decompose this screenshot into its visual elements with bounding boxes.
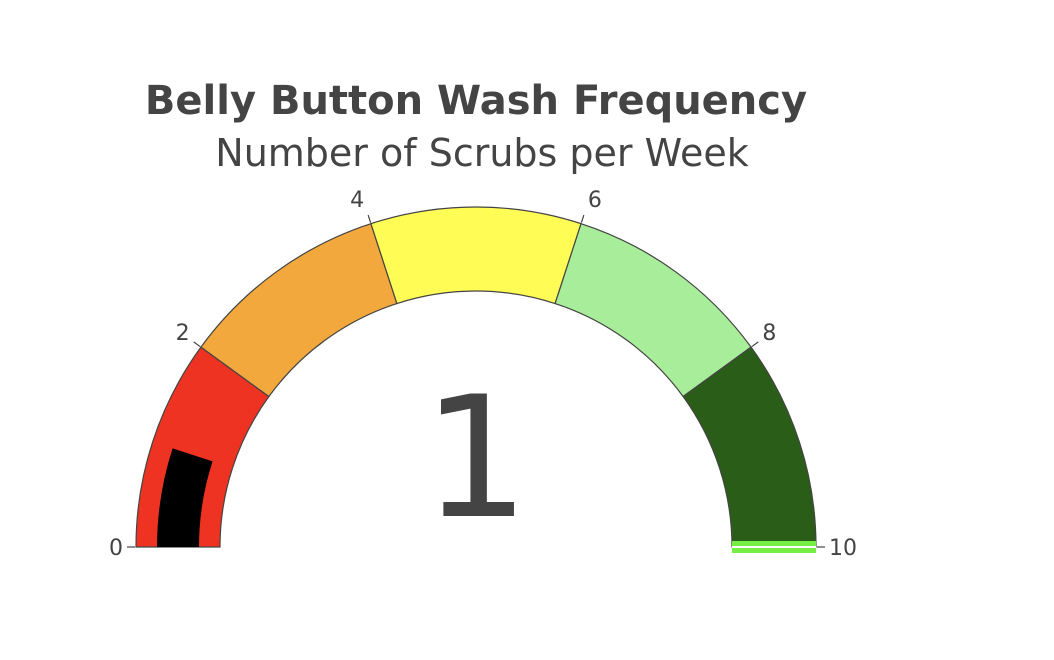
gauge-tick-label-2: 2 [176,321,190,346]
gauge-tick-label-10: 10 [829,536,857,561]
gauge-tick-8 [751,341,759,348]
gauge-value-label: 1 [423,360,530,556]
gauge-tick-2 [193,341,201,348]
gauge-tick-4 [367,214,372,223]
chart-subtitle: Number of Scrubs per Week [215,131,748,175]
gauge-tick-6 [580,214,585,223]
gauge-ticks: 0 2 4 6 8 10 [109,188,857,561]
gauge-step-2 [370,206,582,305]
gauge-value-bar [157,448,213,547]
gauge-tick-label-4: 4 [350,188,364,213]
gauge-bar-layer [157,448,213,547]
gauge-tick-label-8: 8 [762,321,776,346]
gauge-tick-label-0: 0 [109,536,123,561]
gauge-tick-label-6: 6 [588,188,602,213]
chart-title: Belly Button Wash Frequency [145,78,807,124]
